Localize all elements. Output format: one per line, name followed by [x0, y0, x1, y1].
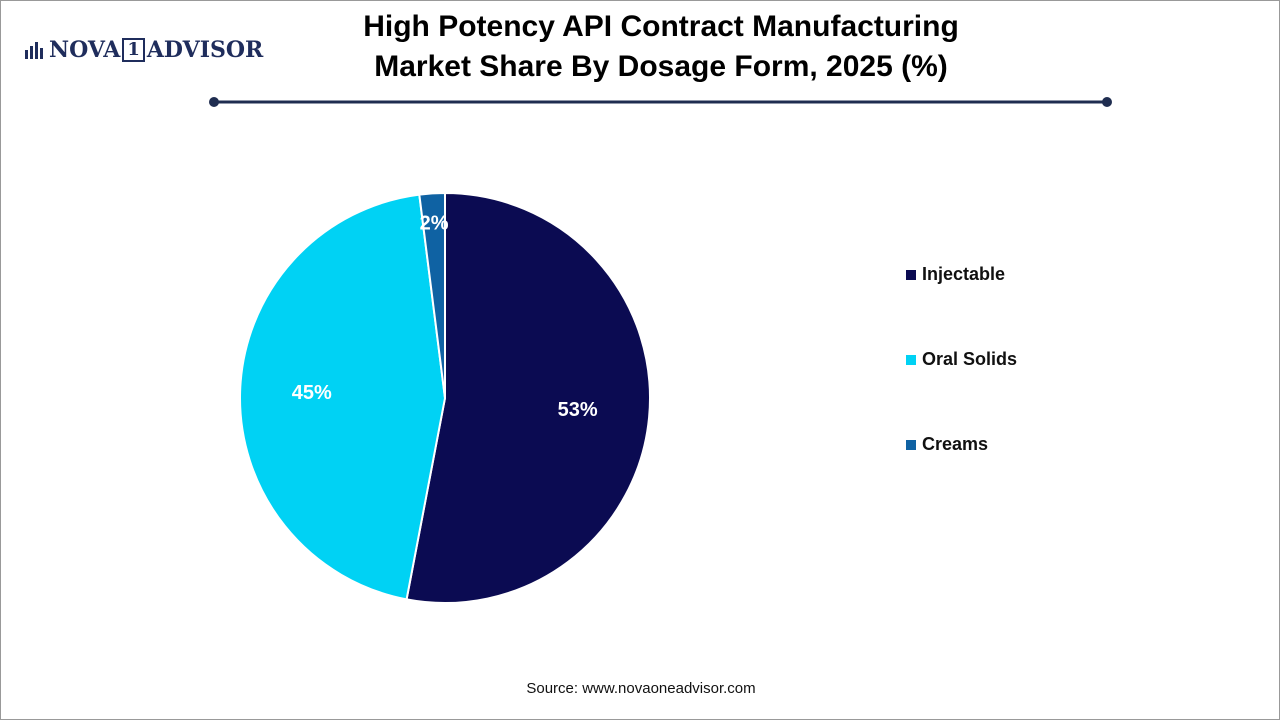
data-label: 2% [420, 212, 449, 234]
pie-slice [405, 191, 651, 604]
legend-label: Injectable [922, 264, 1005, 284]
pie-slice [238, 193, 447, 601]
legend-swatch [906, 270, 916, 280]
legend-label: Oral Solids [922, 349, 1017, 369]
logo: NOVA 1 ADVISOR [23, 37, 263, 63]
pie-slice [418, 191, 446, 399]
data-label: 53% [558, 399, 598, 421]
chart-title: High Potency API Contract Manufacturing … [363, 10, 959, 83]
source: Source: www.novaoneadvisor.com [526, 680, 756, 697]
legend-label: Creams [922, 434, 988, 454]
logo-text: 1 [122, 38, 145, 62]
logo-text: NOVA [49, 37, 121, 63]
rule-dot [1102, 97, 1112, 107]
rule-dot [209, 97, 219, 107]
data-label: 45% [292, 382, 332, 404]
logo-text: ADVISOR [146, 37, 264, 63]
legend-swatch [906, 355, 916, 365]
logo-icon [25, 42, 43, 59]
legend-swatch [906, 440, 916, 450]
